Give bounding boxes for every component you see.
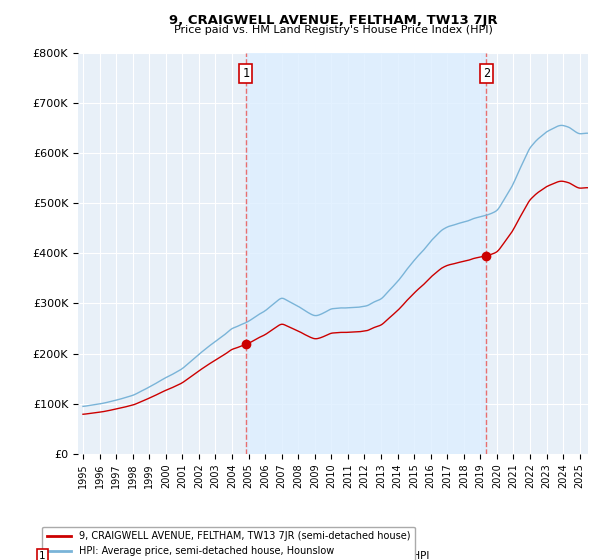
Legend: 9, CRAIGWELL AVENUE, FELTHAM, TW13 7JR (semi-detached house), HPI: Average price: 9, CRAIGWELL AVENUE, FELTHAM, TW13 7JR (…: [42, 526, 415, 560]
Text: 2: 2: [483, 67, 490, 80]
Text: 1: 1: [39, 550, 46, 560]
Text: 26% ↓ HPI: 26% ↓ HPI: [374, 550, 429, 560]
Text: £218,000: £218,000: [266, 550, 316, 560]
Text: 29-OCT-2004: 29-OCT-2004: [114, 550, 182, 560]
Text: 1: 1: [242, 67, 249, 80]
Bar: [246, 53, 487, 454]
Text: 9, CRAIGWELL AVENUE, FELTHAM, TW13 7JR: 9, CRAIGWELL AVENUE, FELTHAM, TW13 7JR: [169, 14, 497, 27]
Text: Price paid vs. HM Land Registry's House Price Index (HPI): Price paid vs. HM Land Registry's House …: [173, 25, 493, 35]
